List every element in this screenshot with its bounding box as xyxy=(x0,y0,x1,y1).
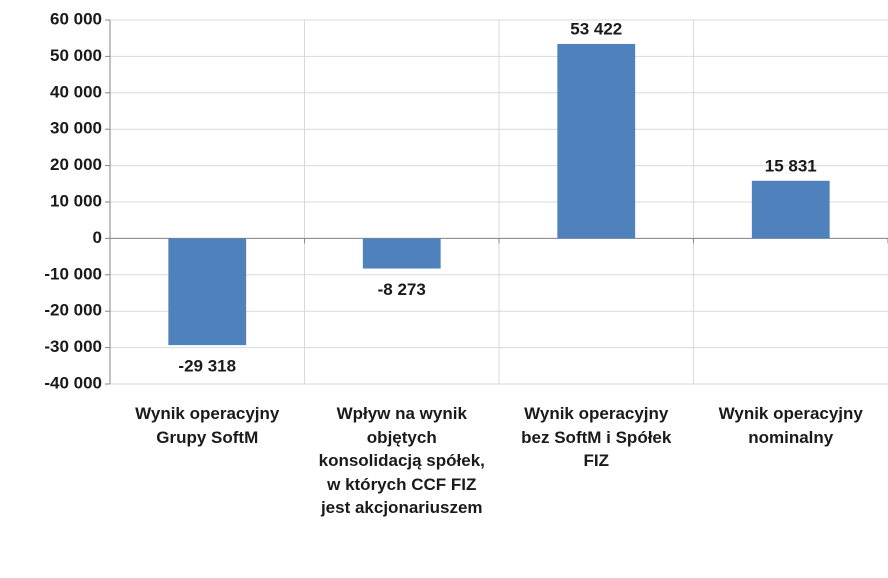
y-tick-label: -20 000 xyxy=(44,301,102,320)
x-tick-label: Wpływ na wynik objętych konsolidacją spó… xyxy=(318,404,485,517)
data-label: 53 422 xyxy=(570,19,622,38)
y-tick-label: -30 000 xyxy=(44,337,102,356)
y-tick-label: 10 000 xyxy=(50,191,102,210)
y-tick-label: 60 000 xyxy=(50,9,102,28)
y-tick-label: 0 xyxy=(93,228,102,247)
x-tick-label: Wynik operacyjny bez SoftM i Spółek FIZ xyxy=(521,404,672,470)
y-tick-label: -40 000 xyxy=(44,373,102,392)
data-label: 15 831 xyxy=(765,156,817,175)
bar xyxy=(168,238,247,346)
x-tick-label: Wynik operacyjny nominalny xyxy=(718,404,863,447)
y-tick-label: 50 000 xyxy=(50,46,102,65)
bar xyxy=(557,43,636,239)
bar xyxy=(751,180,830,239)
y-tick-label: -10 000 xyxy=(44,264,102,283)
y-tick-label: 20 000 xyxy=(50,155,102,174)
x-tick-label: Wynik operacyjny Grupy SoftM xyxy=(135,404,280,447)
bar xyxy=(362,238,441,269)
y-tick-label: 40 000 xyxy=(50,82,102,101)
data-label: -29 318 xyxy=(178,357,236,376)
y-tick-label: 30 000 xyxy=(50,119,102,138)
data-label: -8 273 xyxy=(378,280,426,299)
